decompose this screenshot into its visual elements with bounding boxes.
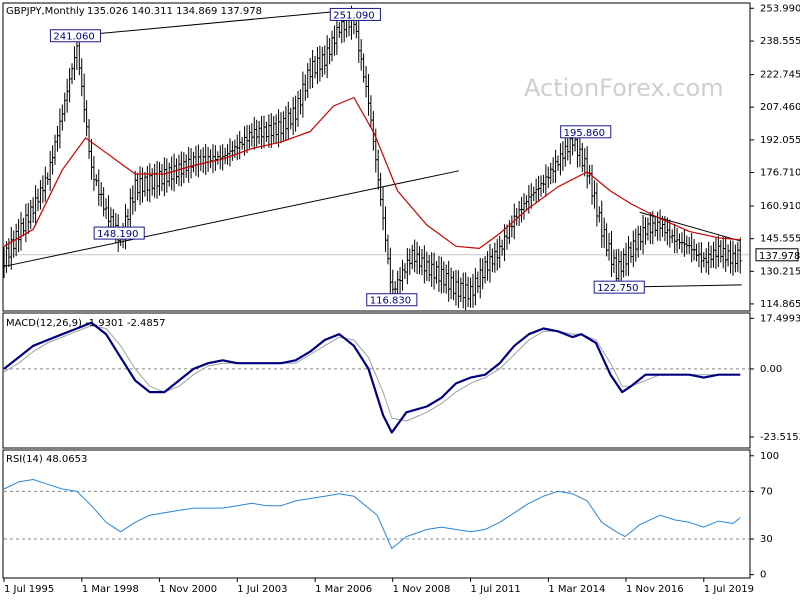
annotation-label: 148.190 — [97, 229, 138, 240]
rsi-title: RSI(14) 48.0653 — [6, 454, 87, 465]
price-tick-label: 160.910 — [760, 201, 800, 212]
annotation-label: 116.830 — [370, 296, 411, 307]
price-layer: 253.990 238.555 222.745 207.460 192.055 176.7… — [2, 3, 800, 311]
annotation-box — [593, 280, 645, 294]
rsi-tick-label: 100 — [760, 451, 779, 462]
price-tick-label: 238.555 — [760, 36, 800, 47]
macd-tick-label: -23.5153 — [760, 432, 800, 443]
price-tick-label: 253.990 — [760, 3, 800, 14]
watermark: ActionForex.com — [524, 74, 724, 102]
macd-panel-frame — [2, 312, 751, 449]
moving-average-line — [3, 96, 741, 249]
annotation-box — [49, 29, 101, 43]
x-tick-label: 1 Nov 2000 — [159, 584, 217, 595]
macd-layer: 17.4993 0.00 -23.5153 — [3, 313, 800, 443]
price-tick-label: 207.460 — [760, 102, 800, 113]
rsi-layer: 100 70 30 0 — [3, 451, 779, 581]
current-price-value: 137.978 — [759, 251, 800, 262]
annotation-box — [560, 125, 612, 139]
x-axis: 1 Jul 1995 1 Mar 1998 1 Nov 2000 1 Jul 2003… — [3, 578, 754, 595]
price-tick-label: 130.215 — [760, 266, 800, 277]
annotation-box — [366, 293, 418, 307]
x-tick-label: 1 Mar 2006 — [315, 584, 372, 595]
macd-tick-label: 17.4993 — [760, 313, 800, 324]
macd-line — [3, 321, 741, 434]
annotation-label: 195.860 — [564, 128, 605, 139]
price-panel-frame — [2, 2, 751, 312]
x-tick-label: 1 Nov 2008 — [393, 584, 451, 595]
price-tick-label: 114.865 — [760, 299, 800, 310]
macd-title: MACD(12,26,9) -1.9301 -2.4857 — [6, 318, 166, 329]
annotation-box — [329, 7, 381, 21]
annotation-label: 241.060 — [53, 32, 94, 43]
x-tick-label: 1 Jul 1995 — [4, 584, 54, 595]
annotation-label: 251.090 — [333, 10, 374, 21]
trendline — [3, 170, 459, 267]
rsi-tick-label: 70 — [760, 486, 773, 497]
rsi-line — [3, 479, 741, 549]
price-tick-label: 192.055 — [760, 135, 800, 146]
price-tick-label: 176.710 — [760, 167, 800, 178]
macd-tick-label: 0.00 — [760, 364, 782, 375]
ohlc-label: 135.026 140.311 134.869 137.978 — [87, 6, 262, 17]
x-tick-label: 1 Nov 2016 — [626, 584, 684, 595]
x-tick-label: 1 Jul 2011 — [471, 584, 521, 595]
annotation-box — [93, 226, 145, 240]
symbol-label: GBPJPY,Monthly — [6, 6, 85, 17]
x-tick-label: 1 Mar 1998 — [82, 584, 139, 595]
price-tick-label: 222.745 — [760, 70, 800, 81]
annotation-label: 122.750 — [597, 283, 638, 294]
macd-signal-line — [3, 325, 741, 422]
trendline — [75, 9, 356, 37]
x-tick-label: 1 Jul 2003 — [237, 584, 287, 595]
rsi-tick-label: 0 — [760, 570, 766, 581]
x-tick-label: 1 Mar 2014 — [548, 584, 605, 595]
x-tick-label: 1 Jul 2019 — [704, 584, 754, 595]
rsi-tick-label: 30 — [760, 534, 773, 545]
current-price-badge — [755, 248, 799, 262]
price-tick-label: 145.555 — [760, 234, 800, 245]
